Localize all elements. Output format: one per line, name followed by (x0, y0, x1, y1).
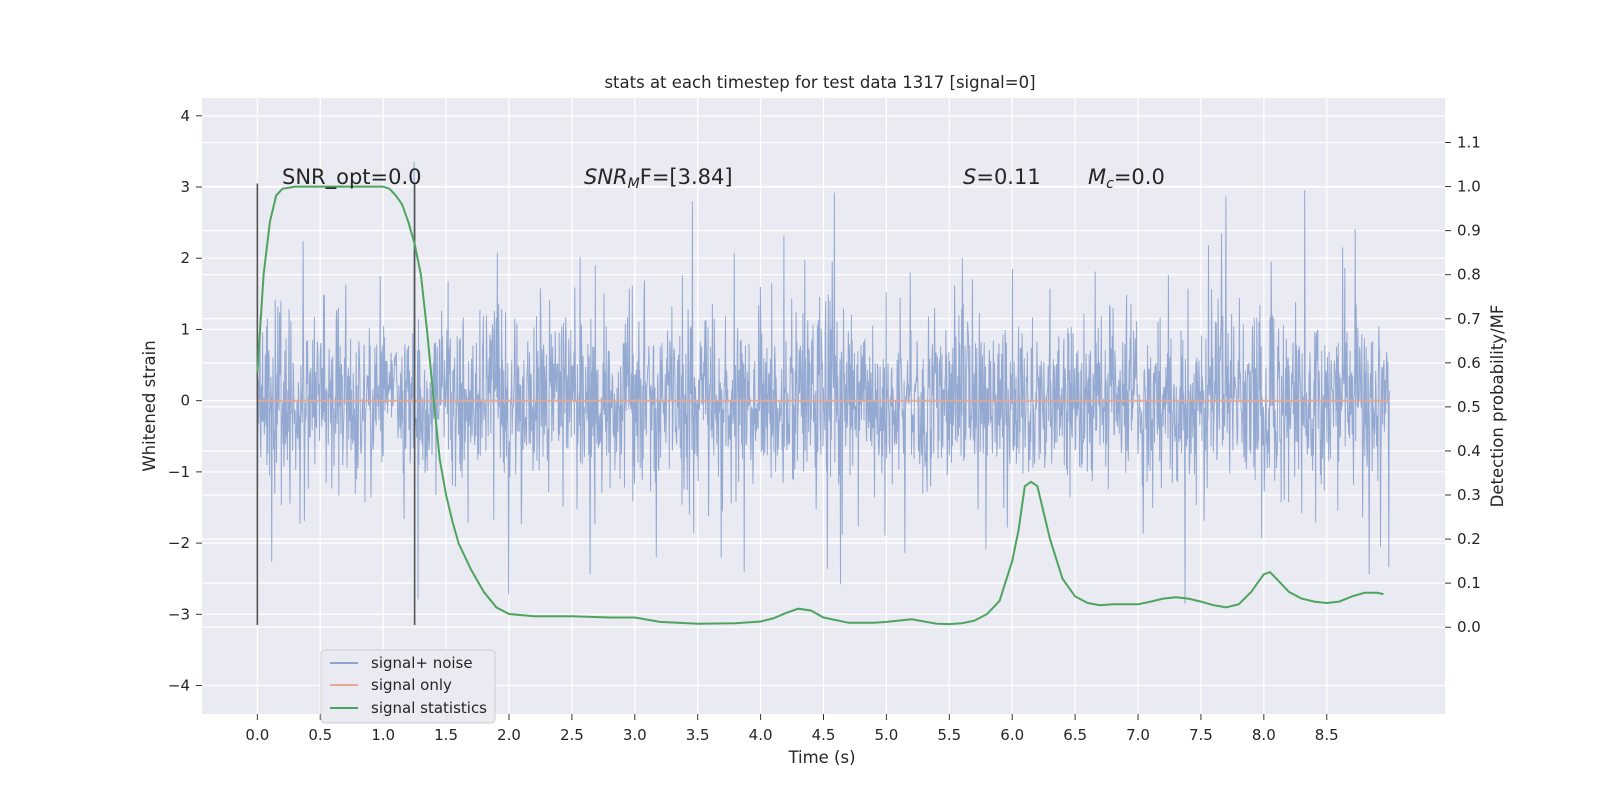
x-tick-label-10: 5.0 (874, 726, 898, 744)
y2-tick-label-3: 0.8 (1457, 266, 1481, 284)
y2-tick-label-2: 0.9 (1457, 222, 1481, 240)
y2-tick-label-4: 0.7 (1457, 310, 1481, 328)
y-tick-label-8: −4 (168, 677, 190, 695)
x-tick-label-4: 2.0 (497, 726, 521, 744)
x-tick-label-7: 3.5 (686, 726, 710, 744)
y-tick-label-3: 1 (180, 320, 190, 338)
annotation-snr-mf: SNRMF=[3.84] (584, 165, 733, 192)
x-tick-label-6: 3.0 (623, 726, 647, 744)
x-tick-label-2: 1.0 (371, 726, 395, 744)
x-tick-label-13: 6.5 (1063, 726, 1087, 744)
x-tick-label-5: 2.5 (560, 726, 584, 744)
x-tick-label-14: 7.0 (1126, 726, 1150, 744)
y2-tick-label-0: 1.1 (1457, 134, 1481, 152)
y-tick-label-5: −1 (168, 463, 190, 481)
y2-axis-ticks: 1.1 1.0 0.9 0.8 0.7 0.6 0.5 0.4 0.3 0.2 0.1 0.0 (1445, 134, 1481, 636)
x-axis-ticks: 0.0 0.5 1.0 1.5 2.0 2.5 3.0 3.5 4.0 4.5 5.0 5.5 6.0 6… (245, 714, 1339, 744)
chart-title: stats at each timestep for test data 131… (604, 73, 1035, 92)
y-axis-label: Whitened strain (140, 340, 159, 471)
y2-axis-label: Detection probability/MF (1488, 305, 1507, 508)
x-tick-label-3: 1.5 (434, 726, 458, 744)
x-tick-label-15: 7.5 (1189, 726, 1213, 744)
annotation-s-main: S (963, 165, 976, 189)
signal-plus-noise-line (256, 161, 1391, 604)
x-tick-label-16: 8.0 (1252, 726, 1276, 744)
y-tick-label-1: 3 (180, 178, 190, 196)
annotation-mc: Mc=0.0 (1088, 165, 1165, 192)
y-tick-label-4: 0 (180, 392, 190, 410)
y-tick-label-2: 2 (180, 249, 190, 267)
y2-tick-label-10: 0.1 (1457, 574, 1481, 592)
y-tick-label-6: −2 (168, 534, 190, 552)
y-tick-label-0: 4 (180, 107, 190, 125)
signal-statistics-line (256, 185, 1384, 626)
x-tick-label-0: 0.0 (245, 726, 269, 744)
x-tick-label-17: 8.5 (1315, 726, 1339, 744)
annotation-snr-mf-rest: F=[3.84] (640, 165, 733, 189)
y-axis-ticks: 4 3 2 1 0 −1 −2 −3 −4 (168, 107, 202, 695)
legend-label-signal-plus-noise: signal+ noise (371, 654, 473, 672)
annotation-mc-sub: c (1106, 176, 1114, 192)
annotation-snr-mf-main: SNR (584, 165, 628, 189)
y2-tick-label-7: 0.4 (1457, 442, 1481, 460)
annotation-s: S=0.11 (963, 165, 1041, 189)
signal-plus-noise-series (256, 161, 1391, 604)
y2-tick-label-11: 0.0 (1457, 618, 1481, 636)
legend: signal+ noise signal only signal statist… (320, 649, 496, 724)
y2-tick-label-5: 0.6 (1457, 354, 1481, 372)
x-tick-label-1: 0.5 (308, 726, 332, 744)
annotation-snr-opt: SNR_opt=0.0 (282, 165, 422, 190)
annotation-snr-mf-sub: M (628, 176, 640, 192)
y2-tick-label-8: 0.3 (1457, 486, 1481, 504)
legend-label-signal-only: signal only (371, 676, 452, 694)
legend-box (320, 649, 496, 724)
y2-tick-label-1: 1.0 (1457, 178, 1481, 196)
y2-tick-label-6: 0.5 (1457, 398, 1481, 416)
marker-lines (256, 183, 416, 625)
annotation-mc-main: M (1088, 165, 1106, 189)
annotation-s-rest: =0.11 (976, 165, 1040, 189)
x-tick-label-8: 4.0 (749, 726, 773, 744)
signal-statistics-series (256, 185, 1384, 626)
y2-tick-label-9: 0.2 (1457, 530, 1481, 548)
x-tick-label-11: 5.5 (937, 726, 961, 744)
x-tick-label-12: 6.0 (1000, 726, 1024, 744)
y-tick-label-7: −3 (168, 605, 190, 623)
annotation-mc-rest: =0.0 (1114, 165, 1165, 189)
legend-label-signal-statistics: signal statistics (371, 699, 487, 717)
x-axis-label: Time (s) (787, 748, 855, 767)
x-tick-label-9: 4.5 (812, 726, 836, 744)
